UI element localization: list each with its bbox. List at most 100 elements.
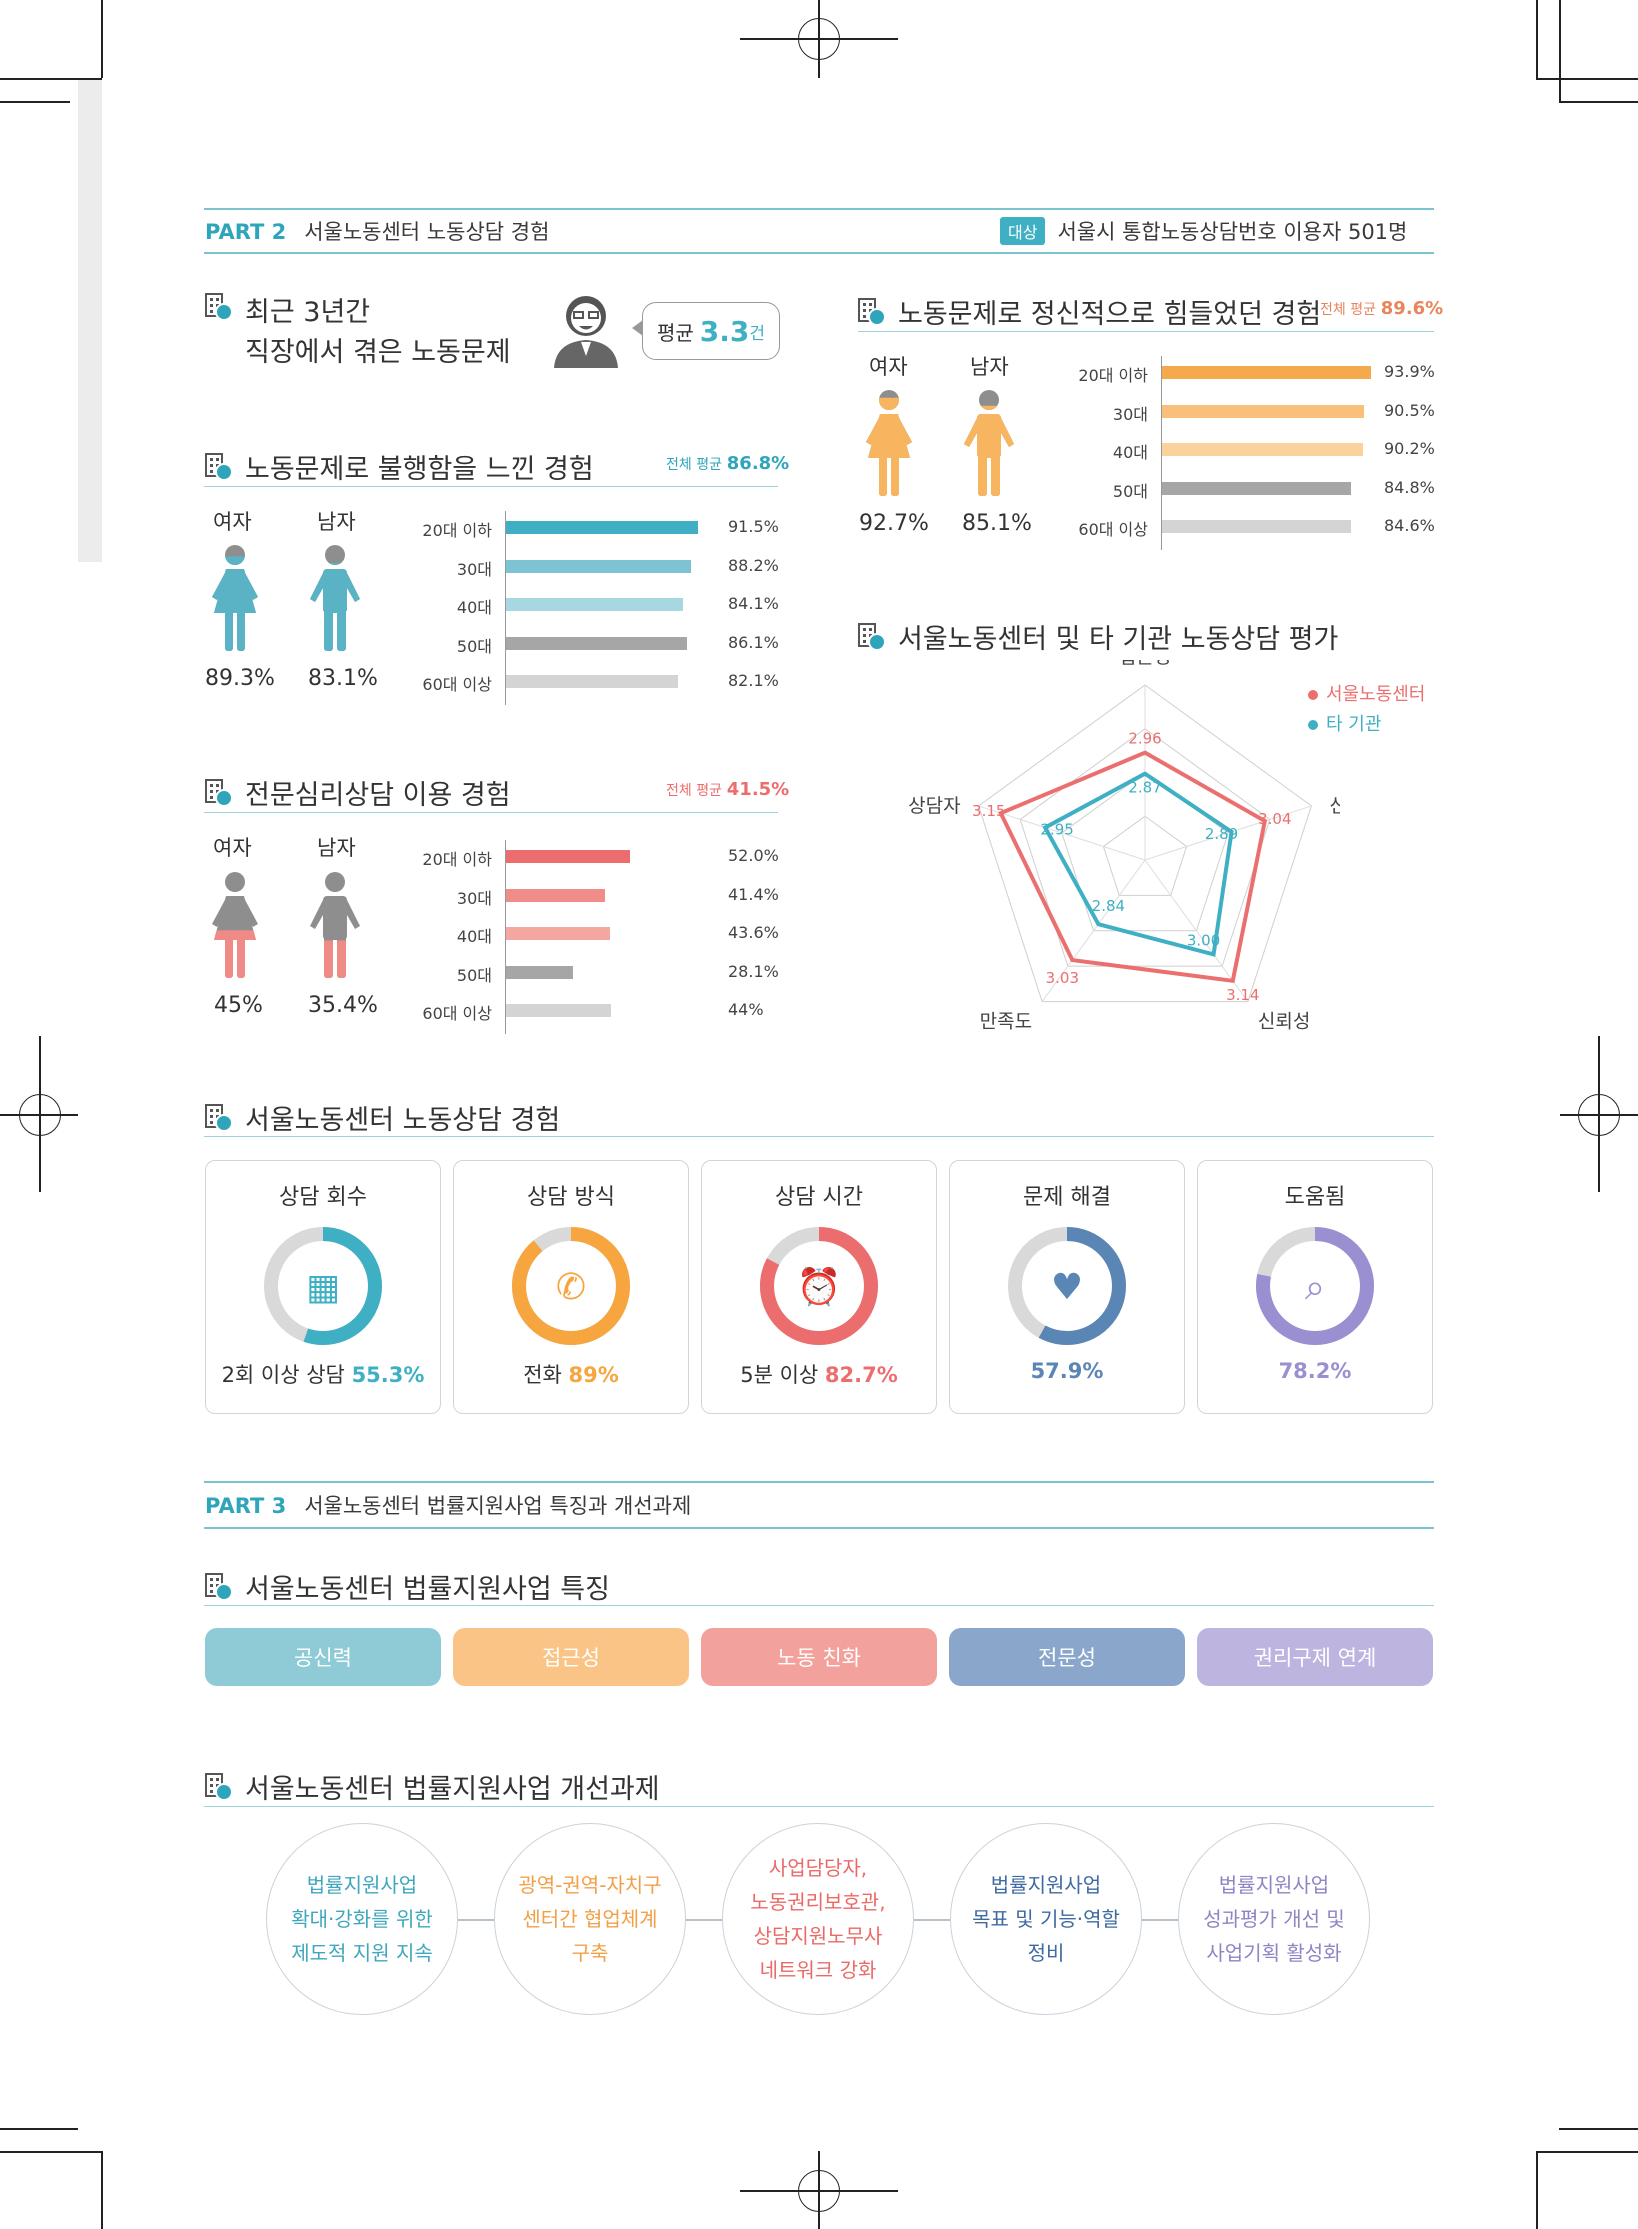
bar-value: 88.2% — [728, 555, 779, 575]
stat-caption-value: 82.7% — [824, 1363, 898, 1387]
female-pct: 92.7% — [859, 511, 929, 536]
male-figure-icon — [964, 390, 1014, 496]
stat-card-caption: 78.2% — [1198, 1359, 1432, 1383]
heart-hand-icon: ♥ — [1051, 1267, 1083, 1308]
bar — [506, 598, 683, 612]
bar — [506, 636, 687, 650]
magnifier-icon: ⌕ — [1305, 1267, 1325, 1308]
avg-value: 3.3 — [699, 314, 750, 348]
bar-value: 28.1% — [728, 961, 779, 981]
bar-label: 20대 이하 — [422, 521, 492, 540]
stat-card-caption: 전화 89% — [454, 1359, 688, 1389]
radar-value-label: 2.95 — [1040, 821, 1073, 839]
building-icon — [858, 297, 886, 326]
task-circle: 법률지원사업 확대·강화를 위한 제도적 지원 지속 — [266, 1823, 458, 2015]
male-label: 남자 — [317, 510, 356, 534]
bar — [1162, 520, 1351, 534]
donut-arc — [512, 1227, 630, 1345]
bar — [506, 850, 631, 863]
male-label: 남자 — [317, 836, 356, 860]
radar-chart: 2.96 3.04 3.14 3.03 3.15 2.87 2.89 3.00 2.84 2.95… — [908, 660, 1340, 1033]
radar-value-label: 3.14 — [1226, 986, 1259, 1004]
radar-grid — [1102, 815, 1188, 896]
stat-card-title: 도움됨 — [1284, 1185, 1346, 1210]
radar-spoke — [978, 805, 1146, 861]
radar-series-0 — [998, 750, 1268, 984]
radar-value-label: 2.96 — [1128, 730, 1161, 748]
target-info: 대상 서울시 통합노동상담번호 이용자 501명 — [1000, 216, 1407, 246]
part3-header: PART 3 서울노동센터 법률지원사업 특징과 개선과제 — [205, 1490, 691, 1520]
stat-caption-prefix: 전화 — [523, 1363, 569, 1387]
task-circle: 법률지원사업 목표 및 기능·역할 정비 — [950, 1823, 1142, 2015]
stat-card: 문제 해결 ♥ 57.9% — [949, 1160, 1185, 1414]
stat-card-title: 상담 회수 — [279, 1185, 367, 1210]
experience-title: 서울노동센터 노동상담 경험 — [205, 1098, 560, 1137]
psych-avg: 전체 평균 41.5% — [666, 779, 790, 800]
feature-pill: 노동 친화 — [701, 1628, 937, 1686]
legend-seoul: 서울노동센터 — [1308, 680, 1425, 706]
bar-axis — [1161, 356, 1162, 550]
calendar-icon: ▦ — [306, 1267, 340, 1308]
bar-value: 41.4% — [728, 884, 779, 904]
stat-caption-value: 55.3% — [351, 1363, 425, 1387]
stat-card: 상담 시간 ⏰ 5분 이상 82.7% — [701, 1160, 937, 1414]
part2-header: PART 2 서울노동센터 노동상담 경험 — [205, 216, 549, 246]
injustice-avg: 전체 평균 86.8% — [666, 453, 790, 474]
building-icon — [205, 1572, 233, 1601]
bar — [506, 521, 699, 534]
donut-chart: ▦ — [264, 1227, 382, 1345]
radar-axis-label: 신속·정확 — [1329, 795, 1340, 817]
stat-card-title: 상담 방식 — [527, 1185, 615, 1210]
bar-value: 84.1% — [728, 594, 779, 614]
stat-caption-value: 78.2% — [1278, 1359, 1352, 1383]
bar-axis — [505, 840, 506, 1034]
bar-axis — [505, 511, 506, 705]
feature-pill: 전문성 — [949, 1628, 1185, 1686]
radar-spoke — [1144, 859, 1249, 1002]
bar-value: 84.8% — [1384, 477, 1435, 497]
task-line: 법률지원사업 — [1218, 1873, 1330, 1897]
stat-card: 상담 방식 ✆ 전화 89% — [453, 1160, 689, 1414]
radar-value-label: 2.87 — [1128, 779, 1161, 797]
bar — [1162, 366, 1372, 379]
radar-spoke — [1041, 859, 1146, 1002]
radar-axis-label: 상담자 — [908, 795, 960, 817]
injustice-title: 노동문제로 불행함을 느낀 경험 — [205, 447, 594, 486]
task-line: 제도적 지원 지속 — [291, 1941, 433, 1965]
stat-card-caption: 57.9% — [950, 1359, 1184, 1383]
avg-label: 평균 — [656, 320, 694, 345]
target-badge: 대상 — [1000, 217, 1046, 245]
bar-value: 86.1% — [728, 632, 779, 652]
bar-value: 91.5% — [728, 517, 779, 536]
avg-unit: 건 — [749, 323, 766, 344]
bar-label: 30대 — [456, 888, 492, 908]
male-figure-icon — [310, 872, 360, 978]
mental-title: 노동문제로 정신적으로 힘들었던 경험 — [858, 292, 1321, 331]
worker-avatar-icon — [554, 296, 618, 368]
stat-caption-value: 89% — [568, 1363, 619, 1387]
task-line: 상담지원노무사 — [753, 1924, 883, 1948]
radar-value-label: 3.00 — [1187, 931, 1220, 949]
radar-axis-label: 접근성 — [1119, 660, 1171, 668]
bar-value: 90.2% — [1384, 439, 1435, 459]
recent-section: 최근 3년간 직장에서 겪은 노동문제 — [205, 293, 511, 373]
task-line: 목표 및 기능·역할 — [972, 1907, 1120, 1931]
bar-label: 40대 — [456, 927, 492, 947]
stat-card-caption: 2회 이상 상담 55.3% — [206, 1359, 440, 1389]
bar — [1162, 481, 1352, 495]
task-line: 네트워크 강화 — [759, 1958, 877, 1982]
task-line: 사업기획 활성화 — [1206, 1941, 1342, 1965]
feature-pill: 접근성 — [453, 1628, 689, 1686]
alarm-clock-icon: ⏰ — [797, 1265, 842, 1308]
bar-label: 40대 — [456, 598, 492, 618]
task-line: 광역-권역-자치구 — [518, 1873, 662, 1897]
phone-icon: ✆ — [556, 1267, 586, 1308]
bar-value: 93.9% — [1384, 362, 1435, 381]
radar-value-label: 3.15 — [972, 802, 1005, 820]
task-line: 사업담당자, — [768, 1856, 868, 1880]
building-icon — [205, 452, 233, 481]
bar-value: 90.5% — [1384, 400, 1435, 420]
donut-arc — [1008, 1227, 1126, 1345]
task-circle: 광역-권역-자치구 센터간 협업체계 구축 — [494, 1823, 686, 2015]
tasks-title: 서울노동센터 법률지원사업 개선과제 — [205, 1767, 660, 1806]
